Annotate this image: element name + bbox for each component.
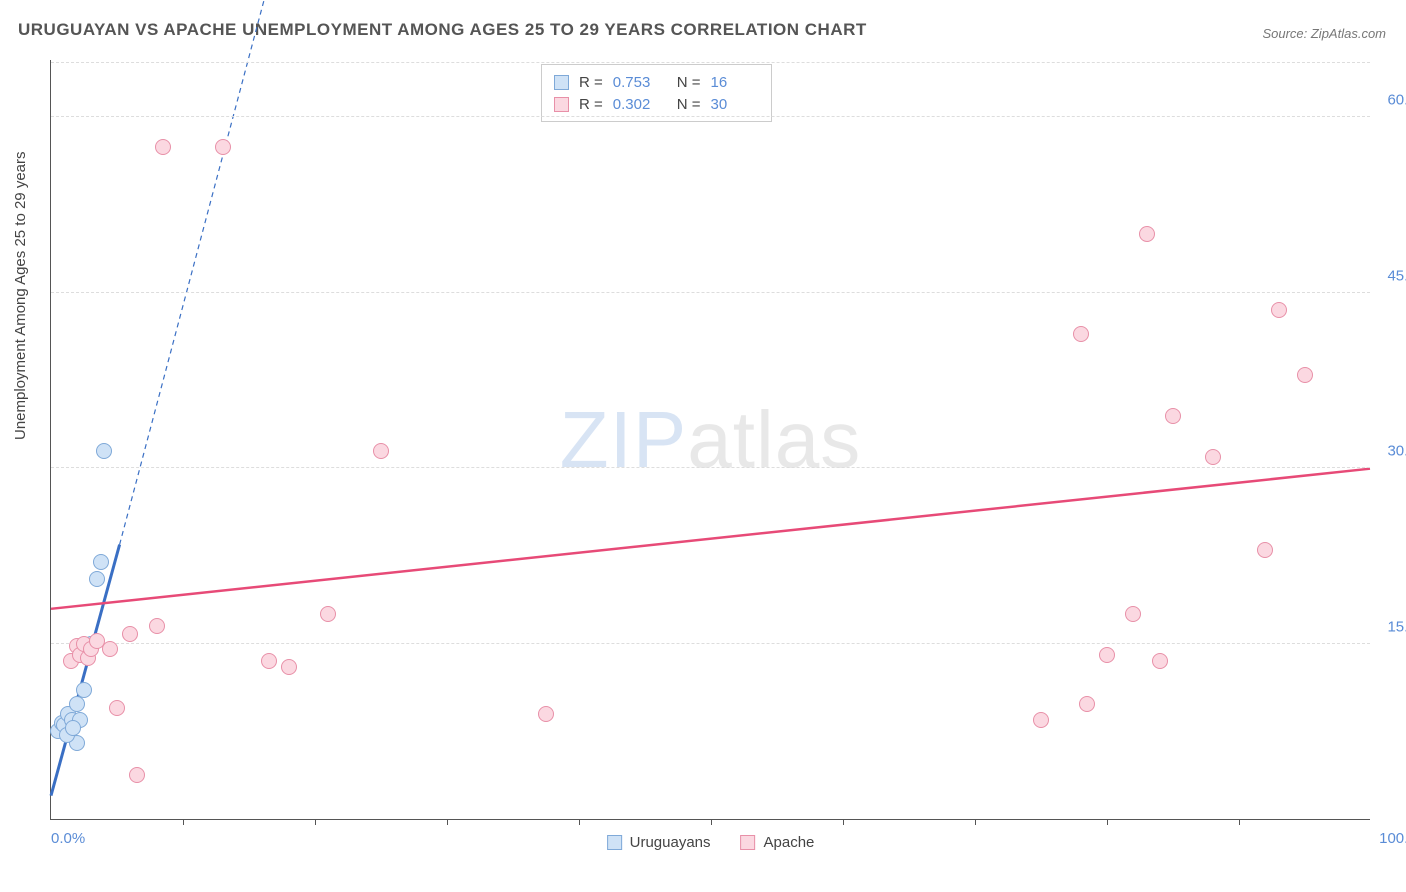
data-point: [96, 443, 112, 459]
n-label: N =: [677, 74, 701, 91]
legend-swatch: [741, 835, 756, 850]
trend-line: [120, 0, 289, 545]
r-value: 0.302: [613, 96, 661, 113]
data-point: [149, 618, 165, 634]
data-point: [155, 139, 171, 155]
x-tick: [711, 819, 712, 825]
legend-swatch: [554, 75, 569, 90]
y-tick-label: 45.0%: [1375, 267, 1406, 284]
y-tick-label: 60.0%: [1375, 92, 1406, 109]
x-tick: [1239, 819, 1240, 825]
series-legend: Uruguayans Apache: [607, 834, 815, 851]
data-point: [1205, 449, 1221, 465]
x-tick: [579, 819, 580, 825]
watermark-atlas: atlas: [687, 395, 861, 484]
gridline: [51, 116, 1370, 117]
data-point: [122, 626, 138, 642]
n-value: 30: [711, 96, 759, 113]
data-point: [89, 571, 105, 587]
data-point: [1099, 647, 1115, 663]
y-tick-label: 15.0%: [1375, 618, 1406, 635]
y-tick-label: 30.0%: [1375, 443, 1406, 460]
data-point: [261, 653, 277, 669]
data-point: [1271, 302, 1287, 318]
trend-line: [51, 469, 1370, 609]
watermark-zip: ZIP: [560, 395, 687, 484]
data-point: [281, 659, 297, 675]
y-axis-label: Unemployment Among Ages 25 to 29 years: [12, 151, 29, 440]
trend-line: [51, 545, 120, 796]
gridline: [51, 62, 1370, 63]
data-point: [1079, 696, 1095, 712]
legend-label: Apache: [764, 834, 815, 851]
data-point: [373, 443, 389, 459]
gridline: [51, 467, 1370, 468]
data-point: [76, 682, 92, 698]
x-tick-label: 100.0%: [1379, 830, 1406, 847]
data-point: [69, 696, 85, 712]
x-tick: [183, 819, 184, 825]
data-point: [1139, 226, 1155, 242]
legend-swatch: [554, 97, 569, 112]
data-point: [1033, 712, 1049, 728]
stats-legend: R = 0.753 N = 16 R = 0.302 N = 30: [541, 64, 772, 122]
legend-item: Uruguayans: [607, 834, 711, 851]
data-point: [1165, 408, 1181, 424]
legend-item: Apache: [741, 834, 815, 851]
data-point: [109, 700, 125, 716]
data-point: [1152, 653, 1168, 669]
r-label: R =: [579, 96, 603, 113]
data-point: [1125, 606, 1141, 622]
data-point: [215, 139, 231, 155]
stats-legend-row: R = 0.302 N = 30: [554, 93, 759, 115]
data-point: [1257, 542, 1273, 558]
n-label: N =: [677, 96, 701, 113]
x-tick: [447, 819, 448, 825]
gridline: [51, 643, 1370, 644]
r-label: R =: [579, 74, 603, 91]
legend-swatch: [607, 835, 622, 850]
r-value: 0.753: [613, 74, 661, 91]
data-point: [1073, 326, 1089, 342]
x-tick: [315, 819, 316, 825]
x-tick-label: 0.0%: [51, 830, 85, 847]
chart-title: URUGUAYAN VS APACHE UNEMPLOYMENT AMONG A…: [18, 20, 867, 40]
data-point: [320, 606, 336, 622]
x-tick: [843, 819, 844, 825]
trend-lines-layer: [51, 60, 1370, 819]
n-value: 16: [711, 74, 759, 91]
legend-label: Uruguayans: [630, 834, 711, 851]
data-point: [102, 641, 118, 657]
plot-area: ZIPatlas R =0.753N =16R =0.302N =30 Urug…: [50, 60, 1370, 820]
data-point: [93, 554, 109, 570]
data-point: [1297, 367, 1313, 383]
data-point: [129, 767, 145, 783]
x-tick: [975, 819, 976, 825]
watermark: ZIPatlas: [560, 394, 861, 486]
source-attribution: Source: ZipAtlas.com: [1262, 26, 1386, 41]
gridline: [51, 292, 1370, 293]
data-point: [65, 720, 81, 736]
x-tick: [1107, 819, 1108, 825]
stats-legend-row: R = 0.753 N = 16: [554, 71, 759, 93]
data-point: [538, 706, 554, 722]
